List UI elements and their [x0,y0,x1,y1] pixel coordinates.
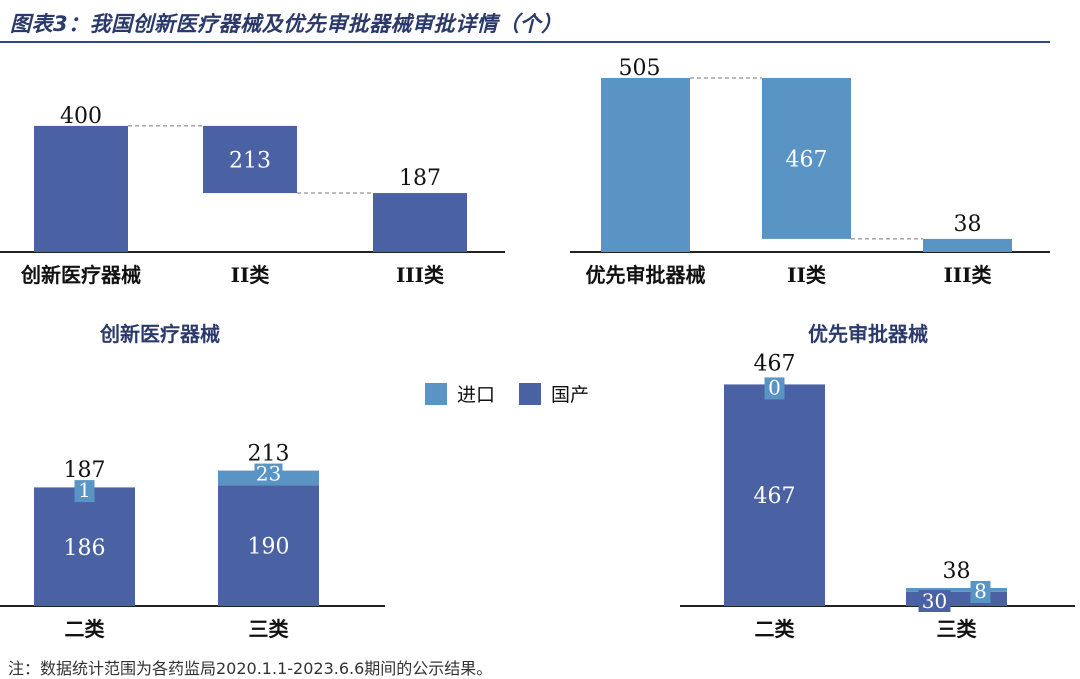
label-bg-import-0 [74,480,95,503]
data-label-total-1: 213 [248,442,290,467]
legend: 进口 国产 [425,380,603,407]
bar-domestic-1 [218,485,319,606]
label-bg-import-1 [970,580,991,603]
data-label-domestic-1: 190 [248,535,290,560]
label-bg-import-0 [764,377,785,400]
bar-domestic-0 [34,487,135,606]
data-label-total-1: 38 [943,559,971,584]
legend-label-domestic: 国产 [551,384,590,406]
chart-title-innovative: 创新医疗器械 [100,322,220,346]
data-label-1: 467 [786,147,828,172]
category-label-0: 创新医疗器械 [20,263,141,287]
category-label-1: II类 [231,263,270,287]
data-label-domestic-0: 186 [64,536,106,561]
data-label-total-0: 187 [64,458,106,483]
data-label-import-0: 0 [768,375,781,399]
figure-title: 图表3：我国创新医疗器械及优先审批器械审批详情（个） [10,12,563,36]
bar-import-1 [906,587,1007,592]
label-bg-import-1 [254,463,283,486]
category-label-1: 三类 [937,617,977,641]
category-label-2: III类 [396,263,444,287]
chart-waterfall-priority: 505 467 38 优先审批器械 II类 III类 [570,56,1050,287]
bar-2 [373,193,467,252]
bar-1 [203,125,297,194]
data-label-import-1: 8 [974,579,987,603]
legend-label-import: 进口 [457,384,496,406]
chart-title-priority: 优先审批器械 [808,322,928,346]
data-label-total-0: 467 [754,351,796,376]
data-label-2: 38 [954,212,982,237]
bar-0 [601,78,690,252]
data-label-import-1: 23 [256,462,281,486]
bar-0 [34,125,128,252]
legend-item-domestic: 国产 [519,380,589,407]
category-label-2: III类 [943,263,991,287]
category-label-0: 优先审批器械 [586,263,706,287]
category-label-0: 二类 [65,617,105,641]
legend-swatch-import [425,382,447,405]
category-label-1: II类 [787,263,826,287]
data-label-import-0: 1 [78,478,91,502]
title-rule [0,41,1050,43]
bar-domestic-0 [724,384,825,606]
label-bg-domestic-1 [918,590,951,612]
category-label-0: 二类 [755,617,795,641]
data-label-0: 400 [60,104,102,129]
data-label-0: 505 [619,56,661,81]
chart-waterfall-innovative: 400 213 187 创新医疗器械 II类 III类 [0,104,505,287]
legend-item-import: 进口 [425,380,495,407]
data-label-domestic-0: 467 [754,484,796,509]
footnote: 注：数据统计范围为各药监局2020.1.1-2023.6.6期间的公示结果。 [8,659,493,678]
data-label-domestic-1: 30 [922,589,947,613]
legend-swatch-domestic [519,382,542,405]
data-label-2: 187 [399,166,441,191]
category-label-1: 三类 [249,617,289,641]
bar-1 [762,78,851,239]
data-label-1: 213 [229,148,271,173]
bar-2 [923,238,1012,252]
